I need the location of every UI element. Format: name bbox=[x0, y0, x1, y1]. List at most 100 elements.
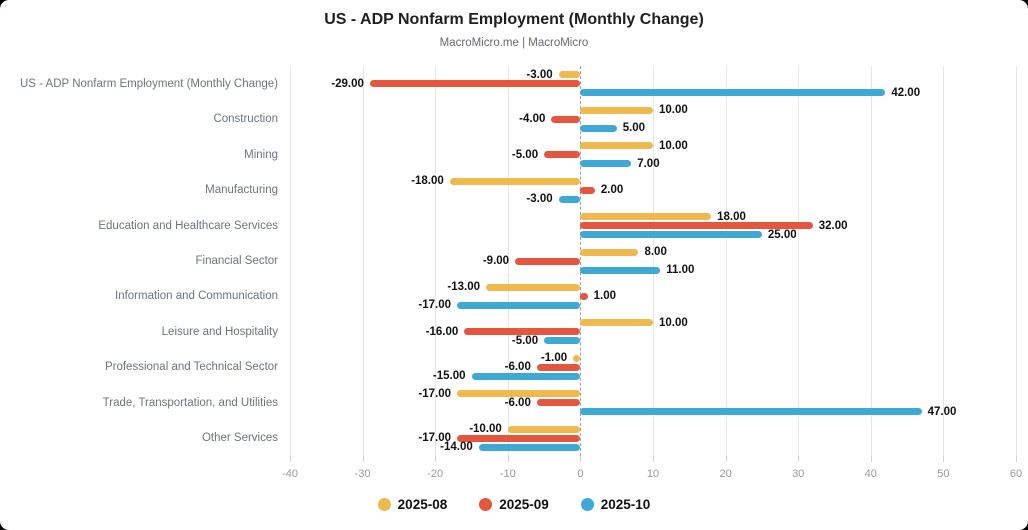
bar-2025-09[interactable] bbox=[580, 222, 813, 230]
bar-2025-09[interactable] bbox=[580, 186, 595, 194]
bar-2025-10[interactable] bbox=[558, 195, 581, 203]
x-tick-mark bbox=[725, 456, 727, 462]
gridline bbox=[435, 66, 437, 456]
gridline bbox=[725, 66, 727, 456]
x-tick-mark bbox=[580, 456, 582, 462]
bar-2025-09[interactable] bbox=[464, 328, 581, 336]
bar-2025-08[interactable] bbox=[558, 71, 581, 79]
legend-dot bbox=[580, 498, 594, 511]
bar-value-label: 47.00 bbox=[927, 405, 957, 418]
bar-value-label: -15.00 bbox=[432, 370, 466, 383]
x-tick-label: 60 bbox=[1009, 468, 1023, 480]
bar-value-label: -6.00 bbox=[504, 396, 531, 409]
legend: 2025-08 2025-09 2025-10 bbox=[0, 497, 1028, 512]
bar-2025-10[interactable] bbox=[580, 160, 632, 168]
bar-value-label: -13.00 bbox=[447, 281, 481, 294]
x-tick-mark bbox=[507, 456, 509, 462]
bar-2025-10[interactable] bbox=[580, 266, 661, 274]
bar-value-label: -17.00 bbox=[418, 299, 451, 312]
gridline bbox=[943, 66, 945, 456]
bar-value-label: 10.00 bbox=[659, 139, 688, 152]
x-tick-mark bbox=[870, 456, 872, 462]
bar-value-label: 5.00 bbox=[622, 122, 646, 135]
bar-2025-08[interactable] bbox=[449, 177, 581, 185]
bar-value-label: 32.00 bbox=[818, 219, 848, 232]
bar-value-label: -16.00 bbox=[425, 325, 459, 338]
bar-2025-10[interactable] bbox=[580, 124, 617, 132]
bar-2025-10[interactable] bbox=[544, 337, 581, 345]
bar-2025-09[interactable] bbox=[369, 80, 581, 88]
bar-value-label: -18.00 bbox=[411, 175, 444, 188]
bar-2025-09[interactable] bbox=[544, 151, 581, 159]
x-tick-mark bbox=[653, 456, 654, 462]
bar-value-label: -5.00 bbox=[511, 148, 539, 161]
bar-2025-09[interactable] bbox=[515, 257, 581, 265]
x-tick-label: -30 bbox=[354, 468, 371, 480]
gridline bbox=[507, 66, 509, 456]
bar-value-label: 42.00 bbox=[891, 86, 921, 99]
bar-value-label: 18.00 bbox=[717, 210, 746, 223]
bar-2025-10[interactable] bbox=[456, 301, 581, 309]
bar-value-label: -3.00 bbox=[526, 193, 553, 206]
x-tick-mark bbox=[798, 456, 800, 462]
legend-label: 2025-09 bbox=[499, 497, 549, 512]
x-tick-mark bbox=[1016, 456, 1017, 462]
bar-2025-09[interactable] bbox=[456, 434, 581, 442]
x-tick-mark bbox=[290, 456, 291, 462]
x-tick-mark bbox=[435, 456, 437, 462]
bar-2025-08[interactable] bbox=[580, 106, 653, 114]
x-tick-label: 0 bbox=[577, 468, 584, 480]
bar-2025-08[interactable] bbox=[456, 390, 581, 398]
x-tick-label: -20 bbox=[427, 468, 444, 480]
legend-item-2025-08[interactable]: 2025-08 bbox=[377, 497, 448, 512]
category-label: Construction bbox=[213, 113, 278, 126]
category-label: Information and Communication bbox=[115, 290, 278, 303]
bar-2025-09[interactable] bbox=[551, 115, 581, 123]
bar-value-label: -10.00 bbox=[469, 423, 502, 436]
legend-item-2025-09[interactable]: 2025-09 bbox=[479, 497, 549, 512]
category-label: Financial Sector bbox=[195, 255, 278, 267]
bar-2025-09[interactable] bbox=[536, 399, 581, 407]
bar-value-label: -4.00 bbox=[519, 113, 546, 126]
plot-area: -40 -30 -20 -10 0 10 20 30 40 50 60 US - ADP Nonfar… bbox=[20, 66, 1022, 480]
category-label: Trade, Transportation, and Utilities bbox=[102, 396, 278, 409]
x-tick-label: 50 bbox=[937, 468, 950, 480]
bar-value-label: 10.00 bbox=[659, 316, 688, 329]
bar-value-label: -3.00 bbox=[526, 68, 553, 81]
gridline bbox=[653, 66, 654, 456]
bar-2025-09[interactable] bbox=[580, 292, 588, 300]
bar-2025-08[interactable] bbox=[580, 142, 653, 150]
bar-value-label: -1.00 bbox=[540, 352, 568, 365]
bar-value-label: 10.00 bbox=[659, 104, 688, 117]
category-label: Education and Healthcare Services bbox=[98, 219, 278, 232]
bar-2025-10[interactable] bbox=[580, 231, 762, 239]
legend-dot bbox=[377, 498, 391, 511]
bar-2025-10[interactable] bbox=[478, 443, 581, 451]
bar-value-label: -5.00 bbox=[511, 334, 539, 347]
legend-item-2025-10[interactable]: 2025-10 bbox=[580, 497, 650, 512]
bar-value-label: -6.00 bbox=[504, 361, 531, 374]
bar-2025-08[interactable] bbox=[580, 319, 653, 327]
bar-2025-10[interactable] bbox=[580, 408, 922, 416]
bar-value-label: 2.00 bbox=[600, 184, 624, 197]
bar-2025-08[interactable] bbox=[580, 248, 639, 256]
category-label: Other Services bbox=[201, 432, 278, 445]
bar-2025-08[interactable] bbox=[573, 354, 581, 362]
bar-2025-10[interactable] bbox=[471, 372, 581, 380]
category-label: Leisure and Hospitality bbox=[161, 325, 278, 338]
legend-label: 2025-08 bbox=[397, 497, 448, 512]
bar-2025-08[interactable] bbox=[486, 283, 581, 291]
bar-2025-09[interactable] bbox=[536, 363, 581, 371]
bar-2025-08[interactable] bbox=[580, 213, 712, 221]
category-label: Professional and Technical Sector bbox=[104, 361, 278, 374]
category-label: Manufacturing bbox=[205, 184, 278, 197]
gridline bbox=[798, 66, 800, 456]
bar-value-label: 11.00 bbox=[666, 264, 695, 276]
bar-value-label: -9.00 bbox=[482, 255, 510, 267]
bar-2025-08[interactable] bbox=[507, 425, 581, 433]
category-label: Mining bbox=[244, 148, 278, 161]
x-tick-label: 40 bbox=[864, 468, 877, 480]
bar-2025-10[interactable] bbox=[580, 89, 886, 97]
gridline bbox=[870, 66, 872, 456]
